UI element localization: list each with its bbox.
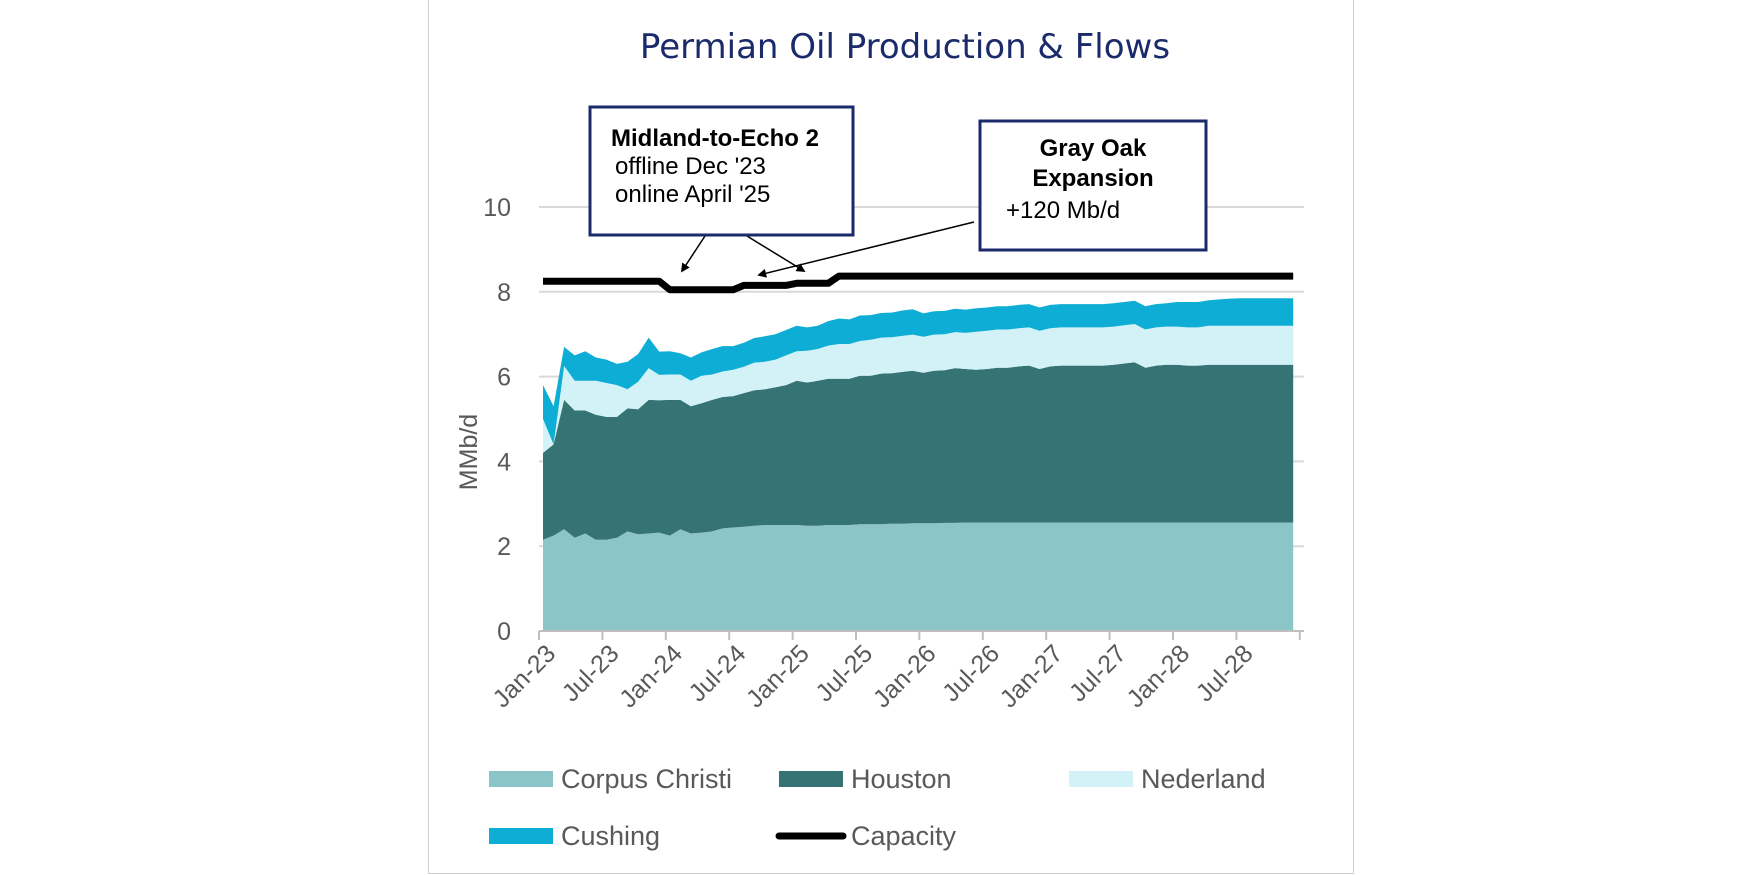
annotation-text: Expansion — [1032, 165, 1153, 192]
annotation-2: Gray Oak Expansion +120 Mb/d — [757, 119, 1208, 278]
x-tick-label: Jan-28 — [1121, 639, 1195, 713]
chart: Permian Oil Production & Flows 0 2 4 6 8 10 J… — [455, 27, 1304, 851]
legend: Corpus Christi Houston Nederland Cushing Cap… — [489, 764, 1266, 851]
x-tick-label: Jul-26 — [937, 639, 1005, 707]
legend-swatch — [1069, 771, 1133, 787]
x-tick-label: Jul-24 — [683, 639, 751, 707]
legend-swatch — [489, 771, 553, 787]
legend-item-capacity: Capacity — [775, 821, 957, 851]
y-axis-label: MMb/d — [455, 414, 483, 490]
y-tick-label: 2 — [497, 533, 511, 561]
capacity-line-group — [543, 272, 1294, 294]
legend-label: Capacity — [851, 821, 957, 851]
capacity-line — [543, 272, 1294, 294]
chart-panel: Permian Oil Production & Flows 0 2 4 6 8 10 J… — [428, 0, 1354, 874]
legend-swatch — [779, 771, 843, 787]
legend-label: Nederland — [1141, 764, 1266, 794]
y-tick-label: 0 — [497, 618, 511, 646]
legend-item-houston: Houston — [779, 764, 952, 794]
legend-item-nederland: Nederland — [1069, 764, 1266, 794]
y-tick-labels: 0 2 4 6 8 10 — [483, 194, 511, 646]
x-tick-label: Jan-23 — [487, 639, 561, 713]
area-cushing — [543, 298, 1294, 445]
x-tick-label: Jan-27 — [995, 639, 1069, 713]
axes — [538, 630, 1304, 640]
x-tick-label: Jul-27 — [1064, 639, 1132, 707]
annotation-text: offline Dec '23 — [615, 153, 766, 180]
y-tick-label: 8 — [497, 279, 511, 307]
annotation-box — [978, 119, 1208, 252]
annotation-arrow — [681, 235, 706, 273]
chart-title: Permian Oil Production & Flows — [640, 27, 1170, 67]
annotation-text: Midland-to-Echo 2 — [611, 125, 819, 152]
annotation-text: Gray Oak — [1040, 135, 1147, 162]
annotation-box — [588, 105, 855, 237]
y-tick-label: 4 — [497, 448, 511, 476]
legend-item-corpus-christi: Corpus Christi — [489, 764, 732, 794]
area-houston — [543, 362, 1294, 540]
annotation-arrow — [746, 235, 806, 272]
y-tick-label: 6 — [497, 364, 511, 392]
y-tick-label: 10 — [483, 194, 511, 222]
legend-item-cushing: Cushing — [489, 821, 660, 851]
annotation-text: online April '25 — [615, 181, 770, 208]
area-corpus-christi — [543, 522, 1294, 631]
legend-label: Cushing — [561, 821, 660, 851]
legend-swatch — [489, 828, 553, 844]
legend-label: Houston — [851, 764, 952, 794]
annotation-text: +120 Mb/d — [1006, 197, 1120, 224]
area-nederland — [543, 324, 1294, 453]
x-tick-label: Jul-25 — [810, 639, 878, 707]
x-tick-label: Jan-25 — [741, 639, 815, 713]
stacked-areas — [543, 298, 1294, 631]
x-tick-label: Jan-24 — [614, 639, 688, 713]
x-tick-label: Jul-28 — [1191, 639, 1259, 707]
x-tick-labels: Jan-23Jul-23Jan-24Jul-24Jan-25Jul-25Jan-… — [487, 639, 1258, 713]
legend-label: Corpus Christi — [561, 764, 732, 794]
annotation-arrow — [757, 221, 975, 278]
x-tick-label: Jan-26 — [868, 639, 942, 713]
x-tick-label: Jul-23 — [557, 639, 625, 707]
